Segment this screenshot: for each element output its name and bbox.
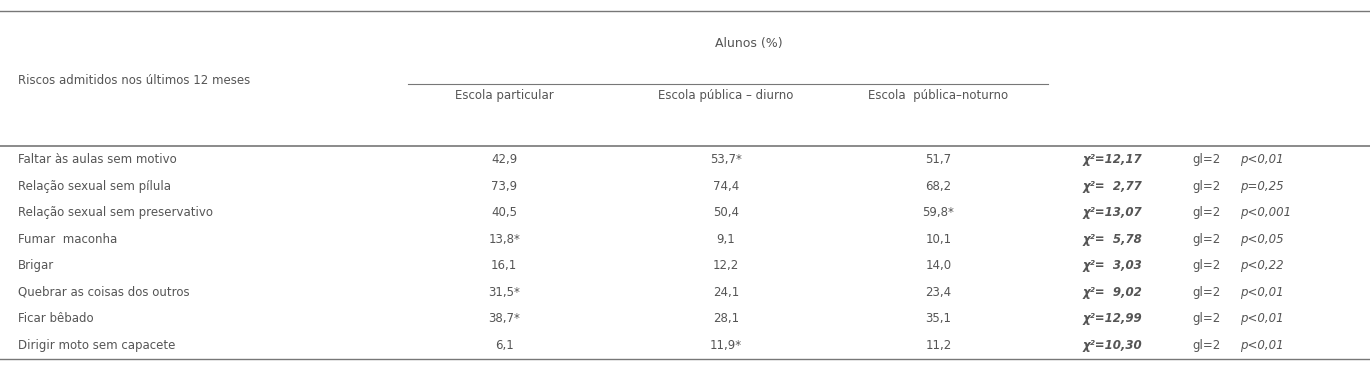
Text: 13,8*: 13,8* bbox=[488, 233, 521, 246]
Text: p<0,001: p<0,001 bbox=[1240, 206, 1291, 219]
Text: 51,7: 51,7 bbox=[925, 153, 952, 166]
Text: 59,8*: 59,8* bbox=[922, 206, 955, 219]
Text: 6,1: 6,1 bbox=[495, 339, 514, 352]
Text: gl=2: gl=2 bbox=[1192, 339, 1221, 352]
Text: gl=2: gl=2 bbox=[1192, 233, 1221, 246]
Text: gl=2: gl=2 bbox=[1192, 312, 1221, 325]
Text: 31,5*: 31,5* bbox=[488, 286, 521, 299]
Text: χ²=  9,02: χ²= 9,02 bbox=[1082, 286, 1143, 299]
Text: 40,5: 40,5 bbox=[492, 206, 516, 219]
Text: 16,1: 16,1 bbox=[490, 259, 518, 272]
Text: gl=2: gl=2 bbox=[1192, 180, 1221, 193]
Text: χ²=12,99: χ²=12,99 bbox=[1082, 312, 1143, 325]
Text: 68,2: 68,2 bbox=[925, 180, 952, 193]
Text: p<0,05: p<0,05 bbox=[1240, 233, 1284, 246]
Text: Alunos (%): Alunos (%) bbox=[715, 37, 782, 51]
Text: 11,2: 11,2 bbox=[925, 339, 952, 352]
Text: Escola particular: Escola particular bbox=[455, 89, 553, 102]
Text: Escola  pública–noturno: Escola pública–noturno bbox=[869, 89, 1008, 102]
Text: 14,0: 14,0 bbox=[925, 259, 952, 272]
Text: χ²=13,07: χ²=13,07 bbox=[1082, 206, 1143, 219]
Text: χ²=  5,78: χ²= 5,78 bbox=[1082, 233, 1143, 246]
Text: gl=2: gl=2 bbox=[1192, 286, 1221, 299]
Text: χ²=  2,77: χ²= 2,77 bbox=[1082, 180, 1143, 193]
Text: p<0,01: p<0,01 bbox=[1240, 339, 1284, 352]
Text: p<0,01: p<0,01 bbox=[1240, 153, 1284, 166]
Text: Riscos admitidos nos últimos 12 meses: Riscos admitidos nos últimos 12 meses bbox=[18, 74, 251, 87]
Text: 28,1: 28,1 bbox=[712, 312, 740, 325]
Text: Quebrar as coisas dos outros: Quebrar as coisas dos outros bbox=[18, 286, 189, 299]
Text: gl=2: gl=2 bbox=[1192, 153, 1221, 166]
Text: Faltar às aulas sem motivo: Faltar às aulas sem motivo bbox=[18, 153, 177, 166]
Text: 23,4: 23,4 bbox=[925, 286, 952, 299]
Text: p<0,22: p<0,22 bbox=[1240, 259, 1284, 272]
Text: 12,2: 12,2 bbox=[712, 259, 740, 272]
Text: 35,1: 35,1 bbox=[926, 312, 951, 325]
Text: gl=2: gl=2 bbox=[1192, 259, 1221, 272]
Text: Fumar  maconha: Fumar maconha bbox=[18, 233, 116, 246]
Text: 10,1: 10,1 bbox=[925, 233, 952, 246]
Text: Relação sexual sem preservativo: Relação sexual sem preservativo bbox=[18, 206, 212, 219]
Text: 74,4: 74,4 bbox=[712, 180, 740, 193]
Text: Relação sexual sem pílula: Relação sexual sem pílula bbox=[18, 180, 171, 193]
Text: χ²=12,17: χ²=12,17 bbox=[1082, 153, 1143, 166]
Text: Brigar: Brigar bbox=[18, 259, 53, 272]
Text: 73,9: 73,9 bbox=[490, 180, 518, 193]
Text: Ficar bêbado: Ficar bêbado bbox=[18, 312, 93, 325]
Text: 24,1: 24,1 bbox=[712, 286, 740, 299]
Text: χ²=10,30: χ²=10,30 bbox=[1082, 339, 1143, 352]
Text: gl=2: gl=2 bbox=[1192, 206, 1221, 219]
Text: χ²=  3,03: χ²= 3,03 bbox=[1082, 259, 1143, 272]
Text: Dirigir moto sem capacete: Dirigir moto sem capacete bbox=[18, 339, 175, 352]
Text: 53,7*: 53,7* bbox=[710, 153, 743, 166]
Text: 38,7*: 38,7* bbox=[488, 312, 521, 325]
Text: p<0,01: p<0,01 bbox=[1240, 286, 1284, 299]
Text: 42,9: 42,9 bbox=[490, 153, 518, 166]
Text: p=0,25: p=0,25 bbox=[1240, 180, 1284, 193]
Text: Escola pública – diurno: Escola pública – diurno bbox=[659, 89, 793, 102]
Text: 9,1: 9,1 bbox=[717, 233, 736, 246]
Text: 50,4: 50,4 bbox=[714, 206, 738, 219]
Text: p<0,01: p<0,01 bbox=[1240, 312, 1284, 325]
Text: 11,9*: 11,9* bbox=[710, 339, 743, 352]
